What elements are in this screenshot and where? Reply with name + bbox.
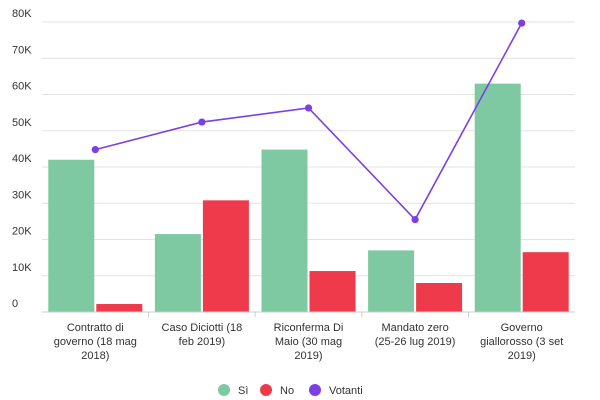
votanti-point-1 <box>198 118 206 126</box>
y-tick-label: 0 <box>12 298 18 310</box>
bar-s--3 <box>368 250 415 312</box>
votanti-line-path <box>95 22 523 221</box>
bar-no-0 <box>96 304 143 312</box>
x-category-label: 2019) <box>508 350 536 362</box>
x-category-label: Contratto di <box>67 322 124 334</box>
bar-s--2 <box>261 149 308 312</box>
votanti-point-0 <box>91 146 99 154</box>
bar-s--0 <box>48 159 95 312</box>
x-category-label: Mandato zero <box>381 322 448 334</box>
legend-swatch-votanti <box>309 384 321 396</box>
y-tick-label: 60K <box>12 81 32 93</box>
bar-no-4 <box>522 252 569 312</box>
x-category-label: Maio (30 mag <box>275 336 342 348</box>
x-axis: Contratto di governo (18 mag 2018) Caso Dic… <box>54 322 564 362</box>
votanti-point-3 <box>411 215 419 224</box>
y-tick-label: 40K <box>12 153 32 165</box>
bar-no-2 <box>309 271 356 312</box>
bar-s--1 <box>154 234 201 312</box>
bars <box>42 83 575 317</box>
y-tick-label: 30K <box>12 189 32 201</box>
bar-no-3 <box>416 283 463 312</box>
legend-label-votanti: Votanti <box>329 385 363 397</box>
legend-label-s-: Sì <box>238 385 248 397</box>
bar-no-1 <box>202 200 249 312</box>
legend-swatch-s- <box>218 384 230 396</box>
y-tick-label: 50K <box>12 117 32 129</box>
legend-swatch-no <box>260 384 272 396</box>
bar-s--4 <box>474 83 521 312</box>
legend-label-no: No <box>280 385 294 397</box>
x-category-label: (25-26 lug 2019) <box>375 336 456 348</box>
votanti-point-4 <box>518 19 526 27</box>
x-category-label: feb 2019) <box>179 336 225 348</box>
x-category-label: Riconferma Di <box>274 322 344 334</box>
x-category-label: giallorosso (3 set <box>480 336 563 348</box>
y-tick-label: 80K <box>12 8 32 20</box>
x-category-label: 2019) <box>294 350 322 362</box>
votanti-point-2 <box>304 104 313 112</box>
y-axis: 0 10K 20K 30K 40K 50K 60K 70K 80K <box>12 8 32 310</box>
x-category-label: Governo <box>501 322 543 334</box>
y-tick-label: 10K <box>12 262 32 274</box>
x-category-label: 2018) <box>81 350 109 362</box>
y-tick-label: 70K <box>12 44 32 56</box>
x-category-label: Caso Diciotti (18 <box>162 322 243 334</box>
votanti-line <box>91 19 526 224</box>
gridlines <box>42 21 575 313</box>
x-category-label: governo (18 mag <box>54 336 137 348</box>
y-tick-label: 20K <box>12 226 32 238</box>
legend: Sì No Votanti <box>218 384 363 397</box>
